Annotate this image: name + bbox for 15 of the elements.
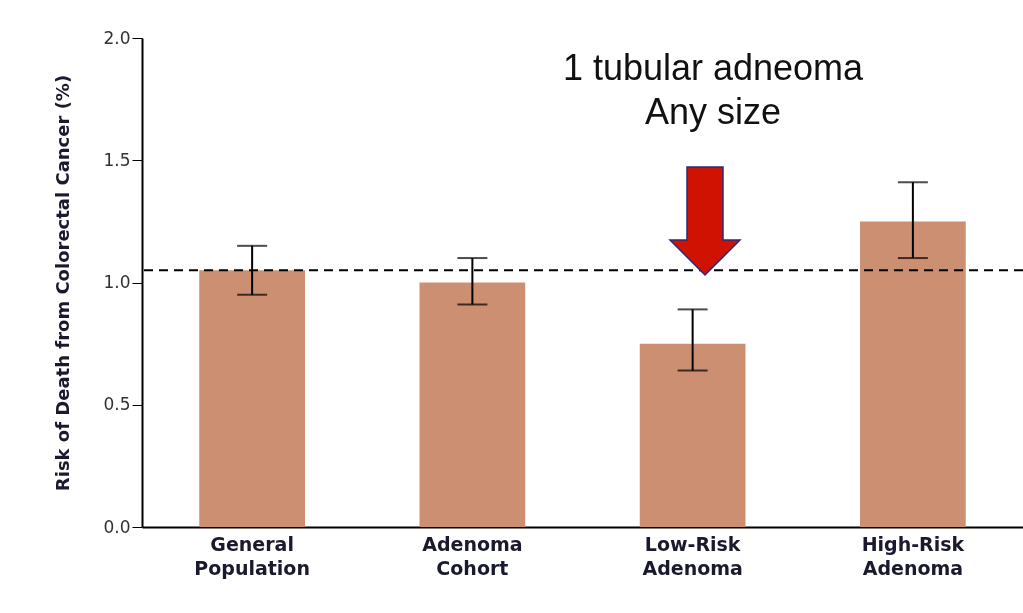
x-tick-label: Low-Risk Adenoma bbox=[642, 532, 743, 579]
bar bbox=[199, 270, 305, 527]
bar bbox=[419, 282, 526, 527]
y-tick-label: 0.0 bbox=[103, 516, 131, 537]
annotation: 1 tubular adneoma Any size bbox=[562, 47, 865, 132]
y-tick-label: 1.5 bbox=[103, 149, 131, 170]
y-tick-label: 2.0 bbox=[103, 27, 131, 48]
x-tick-label: High-Risk Adenoma bbox=[861, 532, 965, 579]
y-axis-title: Risk of Death from Colorectal Cancer (%) bbox=[52, 74, 74, 492]
y-tick-label: 1.0 bbox=[103, 272, 131, 292]
y-tick-label: 0.5 bbox=[103, 394, 131, 415]
bar bbox=[639, 343, 746, 527]
bar bbox=[860, 221, 966, 527]
x-tick-label: Adenoma Cohort bbox=[422, 532, 523, 579]
x-tick-label: General Population bbox=[194, 532, 310, 579]
